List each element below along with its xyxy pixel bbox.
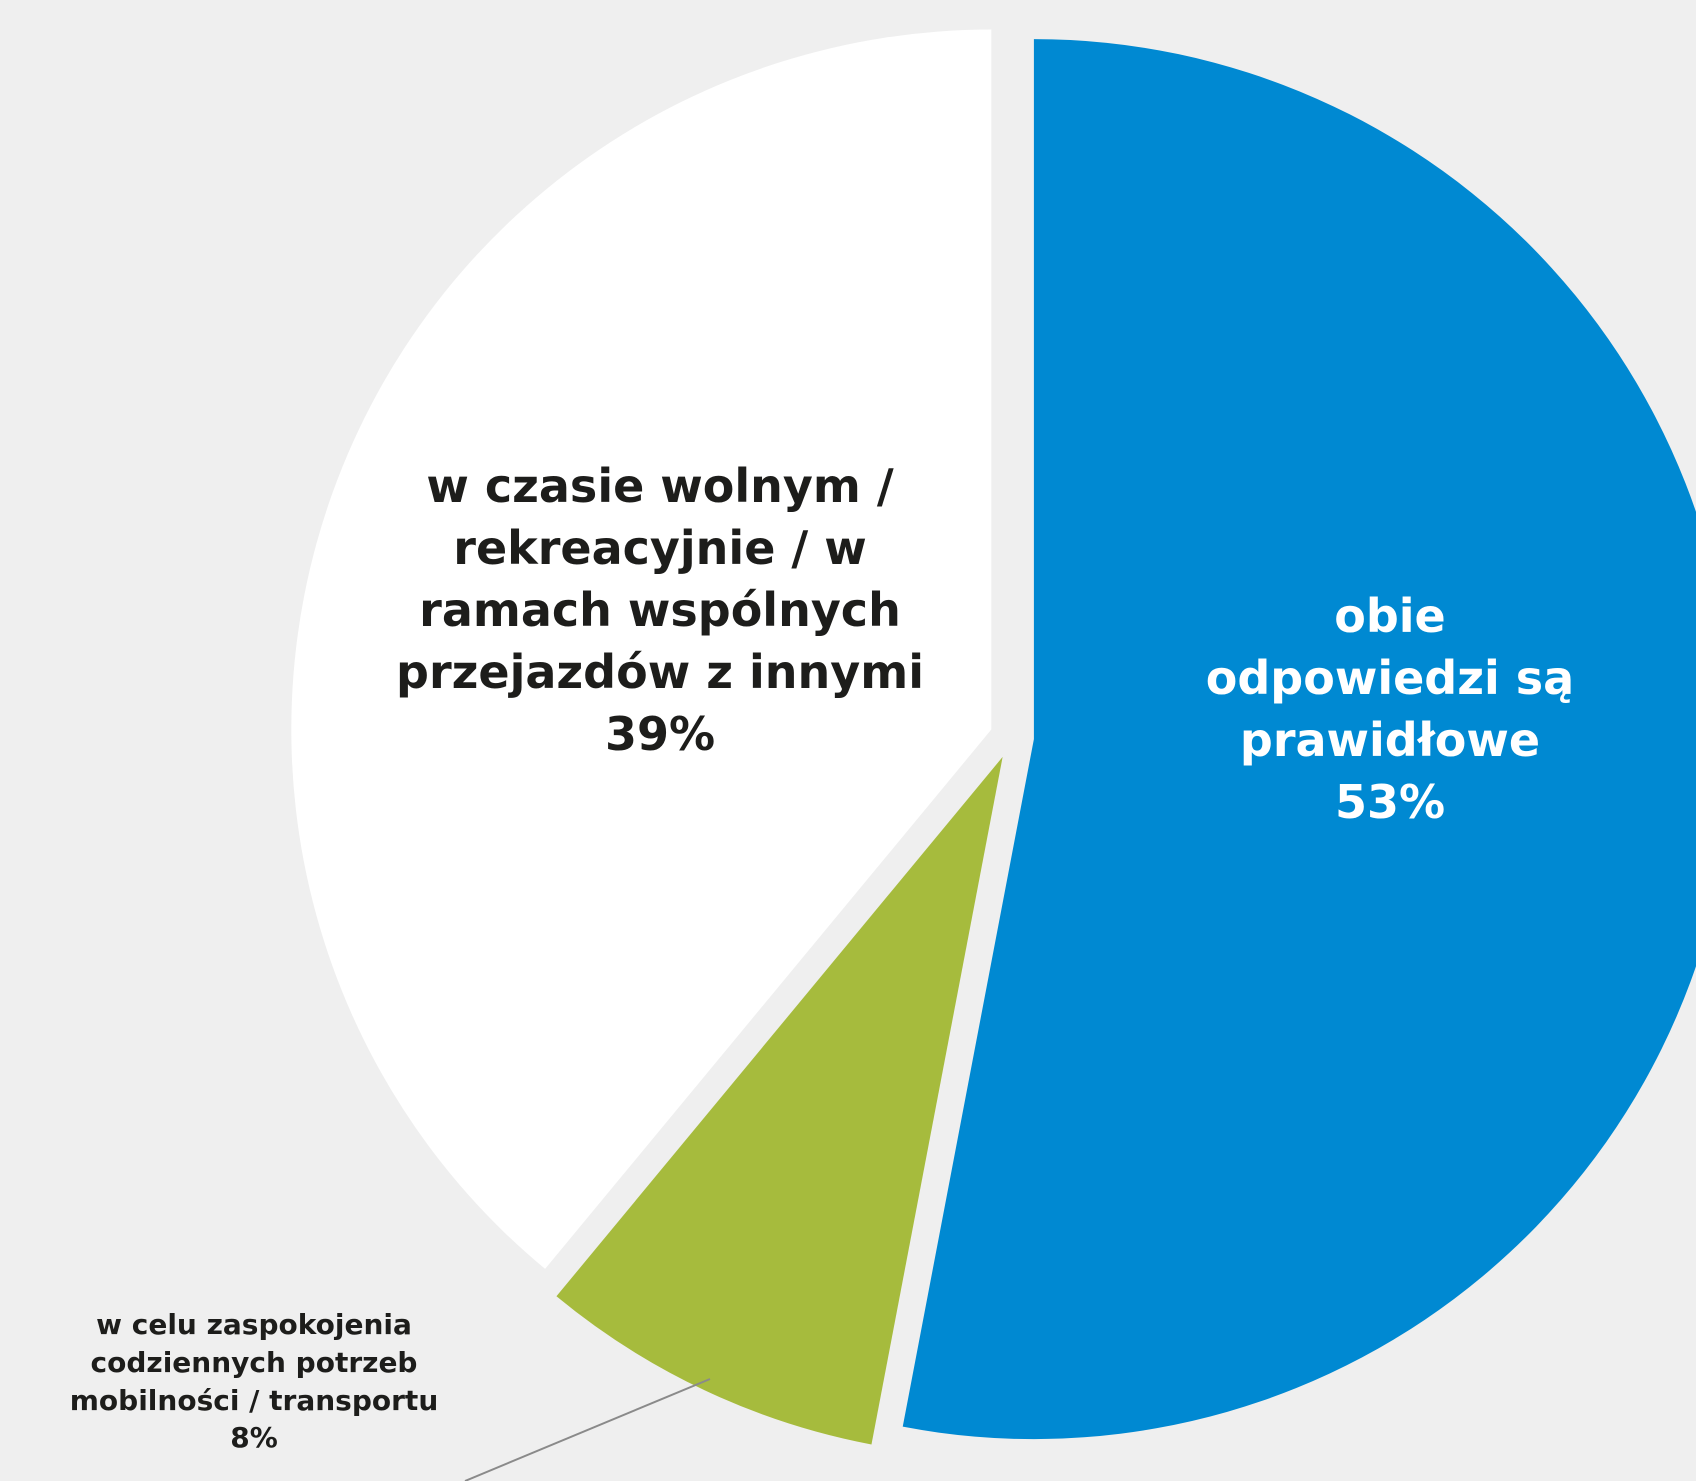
value-label: 39% [604, 707, 716, 762]
category-label: w czasie wolnym / rekreacyjnie / w ramac… [396, 459, 924, 700]
value-label: 8% [230, 1421, 278, 1455]
slice-label: w celu zaspokojenia codziennych potrzeb … [39, 1306, 469, 1457]
leader-line [464, 1378, 711, 1481]
slice-label: w czasie wolnym / rekreacyjnie / w ramac… [355, 455, 965, 765]
category-label: w celu zaspokojenia codziennych potrzeb … [69, 1308, 439, 1417]
value-label: 53% [1334, 775, 1446, 830]
pie-slice [291, 29, 992, 1269]
pie-slice [556, 756, 1003, 1445]
pie-slice [902, 39, 1696, 1440]
slice-label: obie odpowiedzi są prawidłowe 53% [1180, 585, 1600, 833]
category-label: obie odpowiedzi są prawidłowe [1205, 589, 1575, 768]
